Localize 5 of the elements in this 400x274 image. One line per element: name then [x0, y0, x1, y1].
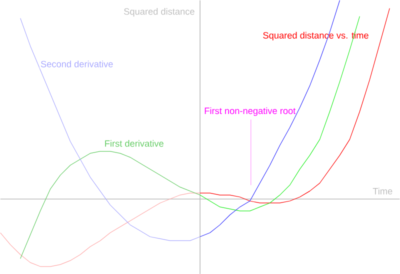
annotation: First non-negative root: [204, 107, 296, 116]
series-label: Second derivative: [40, 60, 113, 68]
series-label: First derivative: [105, 140, 164, 147]
y-axis-title: Squared distance: [124, 8, 194, 16]
x-axis-title: Time: [372, 188, 392, 194]
